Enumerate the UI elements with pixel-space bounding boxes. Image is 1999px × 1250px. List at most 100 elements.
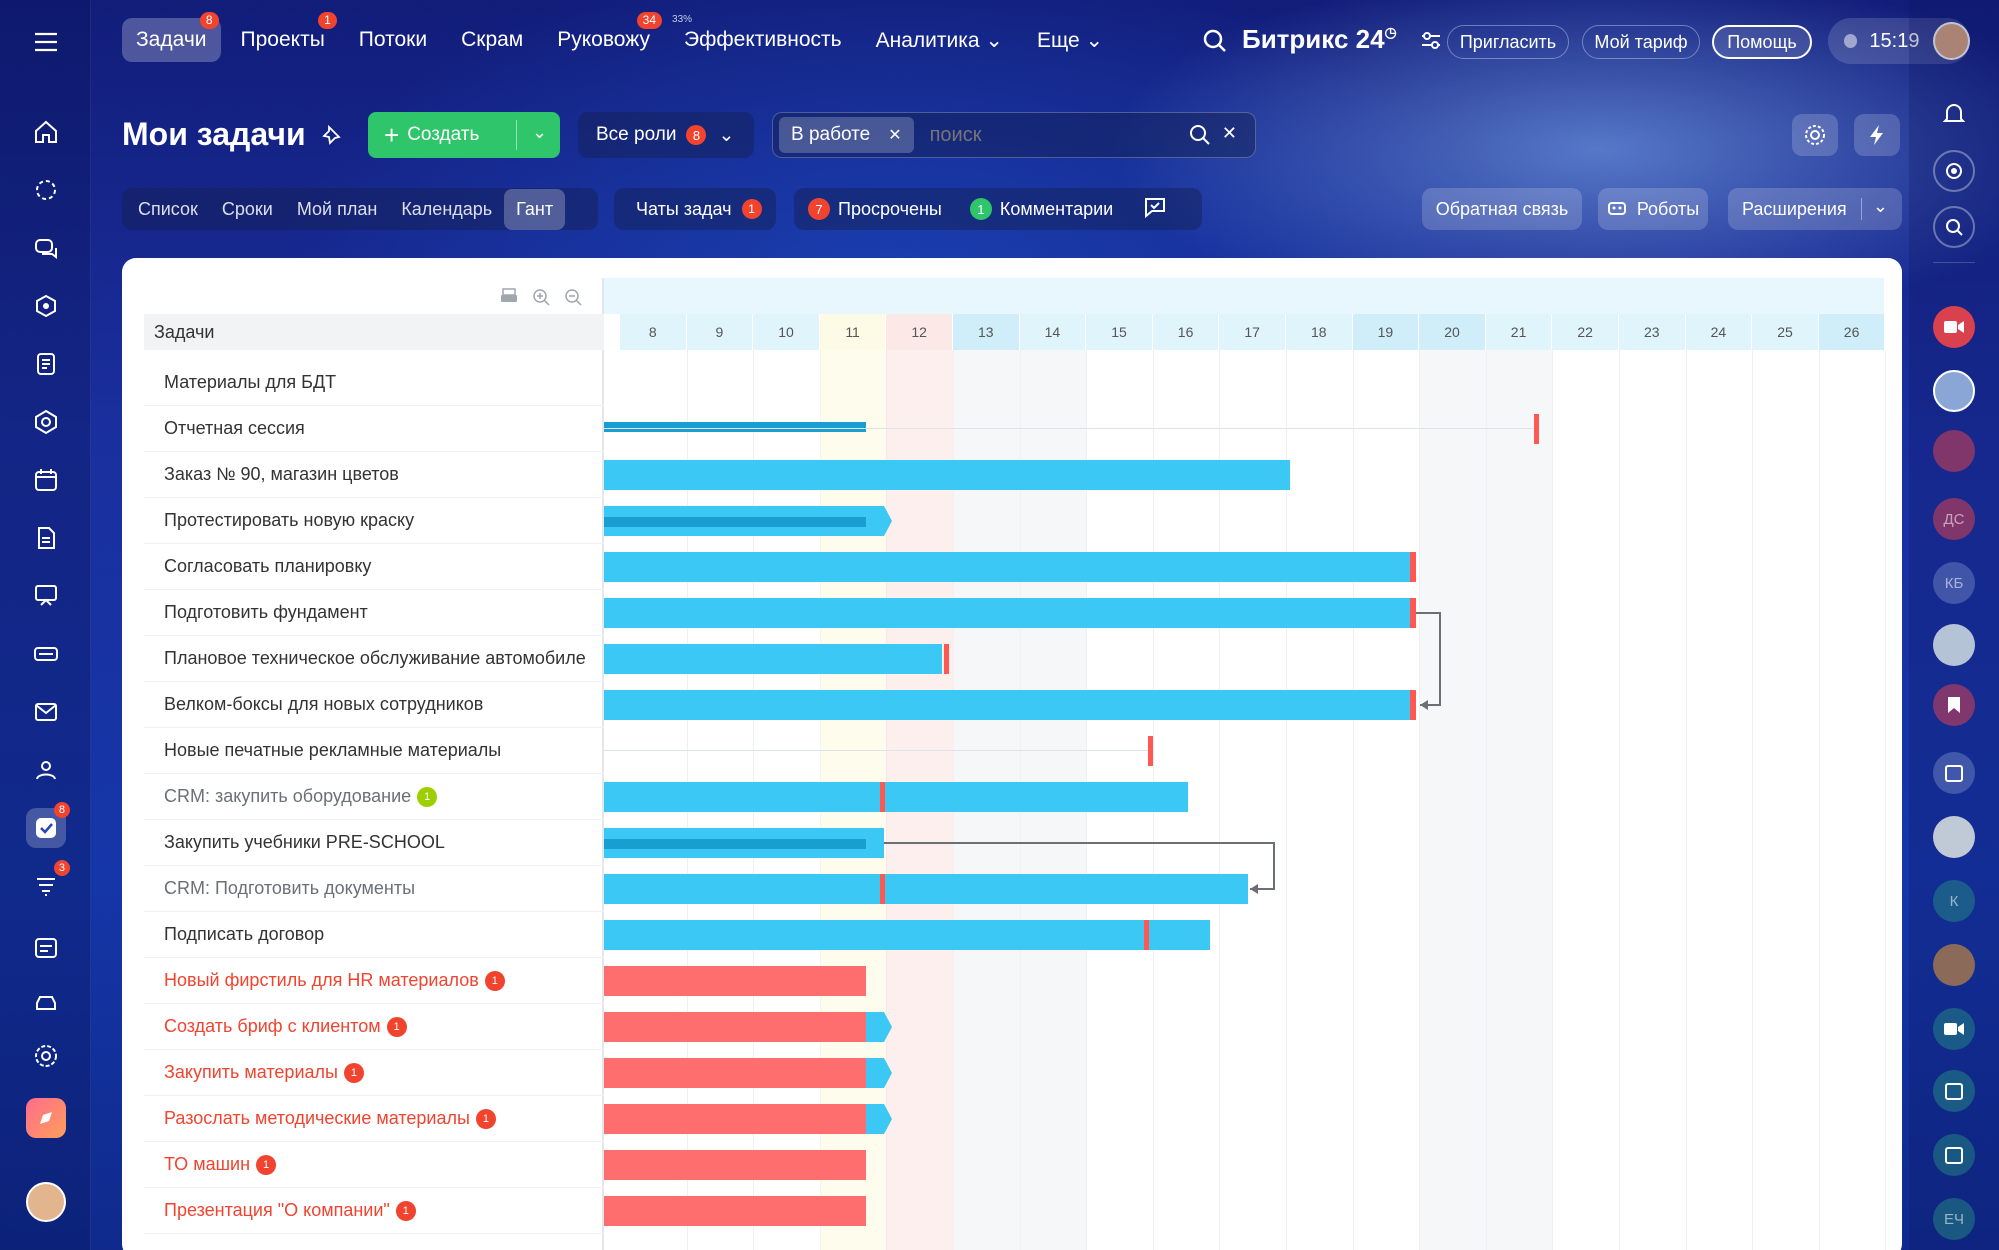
print-icon[interactable] [500, 288, 518, 311]
task-name[interactable]: Подписать договор [164, 924, 325, 944]
search-input[interactable] [929, 123, 1150, 147]
nav-analytics[interactable]: Аналитика ⌄ [875, 28, 1003, 52]
comments-filter[interactable]: Комментарии [999, 198, 1114, 219]
task-name[interactable]: Материалы для БДТ [164, 372, 337, 392]
deadline-marker[interactable] [1144, 920, 1149, 950]
contact-avatar[interactable]: К [1933, 880, 1975, 922]
progress-bar[interactable] [604, 422, 866, 432]
calendar-chat-icon[interactable] [1933, 1134, 1975, 1176]
tariff-button[interactable]: Мой тариф [1582, 25, 1700, 59]
task-bar[interactable] [604, 782, 1188, 812]
task-row[interactable]: Велком-боксы для новых сотрудников [144, 682, 604, 728]
nav-efficiency[interactable]: 33% Эффективность [672, 14, 842, 51]
deadline-marker[interactable] [880, 874, 885, 904]
chevron-down-icon[interactable]: ⌄ [532, 122, 548, 142]
video-call-icon[interactable] [1933, 1008, 1975, 1050]
flows-icon[interactable]: 3 [26, 860, 70, 906]
task-name[interactable]: Презентация "О компании" [164, 1200, 390, 1220]
task-name[interactable]: ТО машин [164, 1154, 251, 1174]
nav-flows[interactable]: Потоки [358, 28, 428, 51]
task-row[interactable]: ТО машин 1 [144, 1142, 604, 1188]
task-name[interactable]: Создать бриф с клиентом [164, 1016, 381, 1036]
overdue-bar[interactable] [604, 966, 866, 996]
tab-my-plan[interactable]: Мой план [296, 198, 378, 219]
mail-icon[interactable] [26, 692, 66, 732]
deadline-marker[interactable] [944, 644, 949, 674]
overdue-bar[interactable] [604, 1150, 866, 1180]
extensions-button[interactable]: Расширения ⌄ [1728, 188, 1902, 230]
task-row[interactable]: Презентация "О компании" 1 [144, 1188, 604, 1234]
docs-icon[interactable] [26, 344, 66, 384]
deadline-line[interactable] [604, 428, 1536, 429]
task-row[interactable]: Закупить материалы 1 [144, 1050, 604, 1096]
task-row[interactable]: Протестировать новую краску [144, 498, 604, 544]
clock-widget[interactable]: 15:19 [1828, 18, 1970, 64]
home-icon[interactable] [26, 112, 66, 152]
document-icon[interactable] [26, 518, 66, 558]
chevron-down-icon[interactable]: ⌄ [1872, 196, 1888, 216]
nav-projects[interactable]: Проекты 1 [227, 12, 339, 62]
feedback-button[interactable]: Обратная связь [1422, 188, 1582, 230]
contact-avatar[interactable] [1933, 944, 1975, 986]
deadline-marker[interactable] [1410, 598, 1416, 628]
group-chat-icon[interactable] [1933, 430, 1975, 472]
target-icon[interactable] [1933, 150, 1975, 192]
task-name[interactable]: Новые печатные рекламные материалы [164, 740, 502, 760]
task-bar[interactable] [604, 598, 1410, 628]
task-row[interactable]: Подготовить фундамент [144, 590, 604, 636]
task-row[interactable]: Новый фирстиль для HR материалов 1 [144, 958, 604, 1004]
overdue-bar[interactable] [604, 1104, 866, 1134]
task-name[interactable]: Закупить материалы [164, 1062, 338, 1082]
help-button[interactable]: Помощь [1712, 25, 1812, 59]
nav-manage[interactable]: Руковожу 34 [543, 12, 664, 62]
task-row[interactable]: Материалы для БДТ [144, 360, 604, 406]
feed-icon[interactable] [26, 170, 66, 210]
task-bar[interactable] [604, 644, 942, 674]
close-icon[interactable]: ✕ [888, 127, 902, 144]
zoom-in-icon[interactable] [532, 288, 550, 311]
contact-avatar[interactable] [1933, 624, 1975, 666]
task-row[interactable]: Разослать методические материалы 1 [144, 1096, 604, 1142]
search-icon[interactable] [1189, 124, 1211, 151]
board-icon[interactable] [26, 576, 66, 616]
tab-list[interactable]: Список [138, 198, 198, 219]
sliders-icon[interactable] [1420, 30, 1442, 57]
menu-icon[interactable] [26, 22, 66, 62]
pin-icon[interactable] [322, 124, 344, 151]
lightning-icon[interactable] [1854, 114, 1900, 156]
contact-avatar[interactable]: ДС [1933, 498, 1975, 540]
deadline-marker[interactable] [1410, 690, 1416, 720]
contact-avatar[interactable]: КБ [1933, 562, 1975, 604]
chat-tasks-button[interactable]: Чаты задач 1 [614, 188, 776, 230]
task-bar[interactable] [604, 690, 1410, 720]
gear-icon[interactable] [1792, 114, 1838, 156]
rocket-icon[interactable] [26, 1098, 66, 1138]
car-icon[interactable] [26, 984, 66, 1024]
copilot-icon[interactable] [26, 286, 66, 326]
user-avatar[interactable] [26, 1182, 66, 1222]
task-name[interactable]: Закупить учебники PRE-SCHOOL [164, 832, 445, 852]
zoom-out-icon[interactable] [564, 288, 582, 311]
calendar-icon[interactable] [26, 460, 66, 500]
roles-filter[interactable]: Все роли 8 ⌄ [578, 112, 754, 158]
chat-icon[interactable] [26, 228, 66, 268]
task-name[interactable]: Новый фирстиль для HR материалов [164, 970, 479, 990]
robots-button[interactable]: Роботы [1598, 188, 1708, 230]
task-name[interactable]: Подготовить фундамент [164, 602, 368, 622]
employees-icon[interactable] [26, 750, 66, 790]
task-bar[interactable] [604, 460, 1290, 490]
task-name[interactable]: CRM: Подготовить документы [164, 878, 416, 898]
clear-icon[interactable]: ✕ [1221, 123, 1237, 143]
nav-scrum[interactable]: Скрам [461, 28, 524, 51]
deadline-marker[interactable] [880, 782, 885, 812]
task-name[interactable]: Разослать методические материалы [164, 1108, 470, 1128]
progress-bar[interactable] [604, 839, 866, 849]
read-all-icon[interactable] [1143, 196, 1167, 223]
profile-avatar[interactable] [1933, 22, 1970, 60]
tab-gantt[interactable]: Гант [504, 188, 566, 230]
search-icon[interactable] [1202, 28, 1228, 59]
task-row[interactable]: CRM: Подготовить документы [144, 866, 604, 912]
filter-chip[interactable]: В работе ✕ [779, 117, 914, 153]
task-name[interactable]: Отчетная сессия [164, 418, 305, 438]
progress-bar[interactable] [604, 517, 866, 527]
